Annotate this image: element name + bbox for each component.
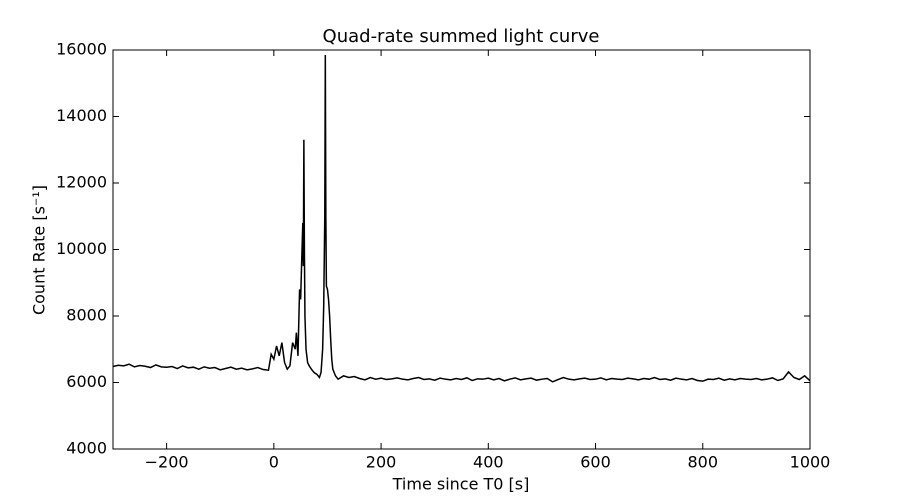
y-tick-label: 14000 [56,106,107,125]
y-tick-label: 4000 [66,439,107,458]
light-curve [112,54,811,383]
x-tick-label: 200 [366,453,397,472]
x-tick-label: −200 [145,453,189,472]
x-axis-label: Time since T0 [s] [392,475,530,494]
y-axis-label: Count Rate [s⁻¹] [30,185,49,315]
x-tick-label: 600 [580,453,611,472]
y-tick-label: 6000 [66,372,107,391]
x-tick-label: 400 [473,453,504,472]
y-tick-label: 8000 [66,306,107,325]
y-tick-label: 12000 [56,173,107,192]
y-tick-label: 16000 [56,40,107,59]
chart-title: Quad-rate summed light curve [323,26,600,47]
x-tick-label: 800 [687,453,718,472]
y-tick-label: 10000 [56,239,107,258]
x-tick-label: 0 [269,453,279,472]
x-tick-label: 1000 [790,453,831,472]
plot-frame [112,49,811,450]
